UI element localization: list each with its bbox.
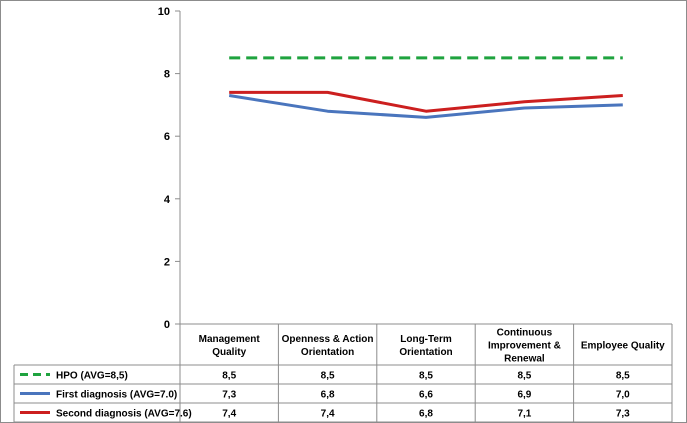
y-tick-label: 10 [158,6,170,18]
series-line [229,90,623,113]
table-cell-value: 8,5 [419,371,433,382]
table-cell-value: 8,5 [616,371,630,382]
y-tick-label: 4 [164,194,171,206]
category-label: Employee Quality [581,341,665,352]
axes-layer: 0 2 4 6 8 10 [158,6,672,331]
category-label: Openness & Action Orientation [282,334,374,358]
table-cell-value: 7,4 [321,409,335,420]
series-layer [228,56,623,119]
table-cell-value: 6,9 [517,390,531,401]
table-cell-value: 6,8 [419,409,433,420]
legend-label: HPO (AVG=8,5) [56,371,128,382]
table-cell-value: 7,0 [616,390,630,401]
series-line [228,94,623,119]
category-label: Continuous Improvement & Renewal [488,328,561,365]
table-cell-value: 7,3 [222,390,236,401]
table-cell-value: 7,4 [222,409,236,420]
table-cell-value: 8,5 [517,371,531,382]
y-tick-label: 0 [164,319,170,331]
category-label: Long-Term Orientation [399,334,452,358]
category-label: Management Quality [199,334,261,358]
table-cell-value: 6,8 [321,390,335,401]
table-cell-value: 7,1 [517,409,531,420]
y-tick-label: 2 [164,256,170,268]
data-table: Management Quality Openness & Action Orient… [13,324,673,423]
y-tick-label: 6 [164,131,170,143]
table-cell-value: 6,6 [419,390,433,401]
legend-label: First diagnosis (AVG=7.0) [56,390,177,401]
legend-label: Second diagnosis (AVG=7.6) [56,409,192,420]
y-tick-label: 8 [164,69,170,81]
table-cell-value: 7,3 [616,409,630,420]
table-cell-value: 8,5 [222,371,236,382]
table-cell-value: 8,5 [321,371,335,382]
